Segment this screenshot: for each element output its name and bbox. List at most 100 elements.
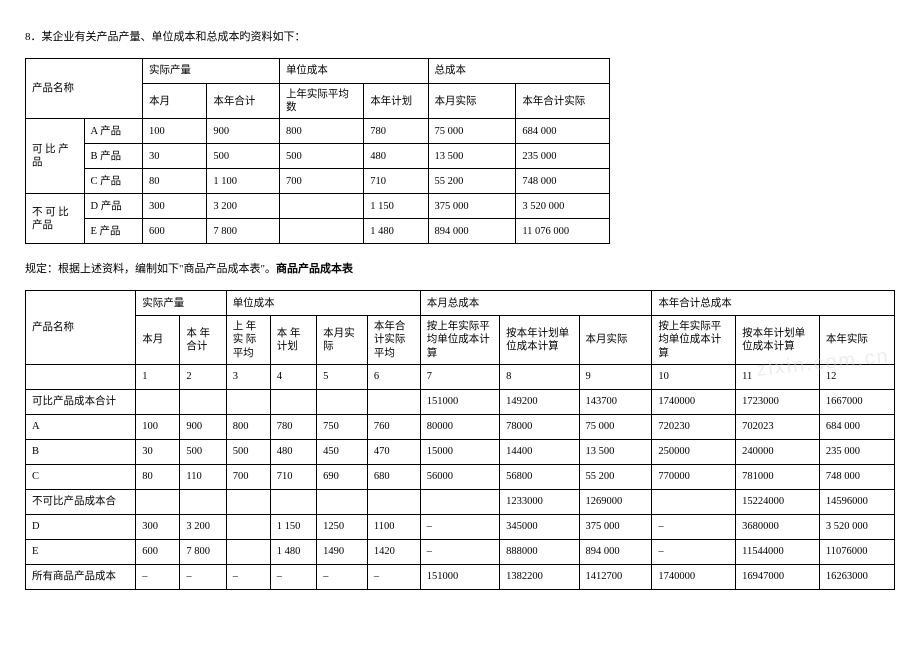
- t2-cell: [367, 489, 420, 514]
- t2-cell: 888000: [500, 539, 579, 564]
- t2-cell: 600: [136, 539, 180, 564]
- t2-cell: 680: [367, 464, 420, 489]
- t2-cell: 710: [270, 464, 316, 489]
- t2-cell: 15224000: [736, 489, 820, 514]
- t2-cell: 110: [180, 464, 226, 489]
- t2-cell: 75 000: [579, 414, 652, 439]
- t1-cell: 684 000: [516, 119, 610, 144]
- t2-cell: 235 000: [819, 439, 894, 464]
- t2-row-name: B: [26, 439, 136, 464]
- table-row: 不可比产品成本合123300012690001522400014596000: [26, 489, 895, 514]
- t2-cell: 1412700: [579, 564, 652, 589]
- t1-h-total-cost: 总成本: [428, 59, 609, 84]
- instruction-text: 规定：根据上述资料，编制如下"商品产品成本表"。: [25, 263, 276, 275]
- t2-h-this-month: 本月: [136, 316, 180, 364]
- t1-h-last-year-avg: 上年实际平均数: [279, 84, 363, 119]
- t2-cell: 750: [317, 414, 368, 439]
- t2-idx: 6: [367, 364, 420, 389]
- table-row: E6007 8001 48014901420–888000894 000–115…: [26, 539, 895, 564]
- t2-cell: 250000: [652, 439, 736, 464]
- t2-idx: 4: [270, 364, 316, 389]
- t1-cell: 480: [364, 144, 428, 169]
- t2-cell: 151000: [420, 389, 499, 414]
- t2-h-year-total: 本 年合计: [180, 316, 226, 364]
- t2-cell: [180, 389, 226, 414]
- t1-cell: 7 800: [207, 219, 280, 244]
- t2-cell: –: [317, 564, 368, 589]
- t2-h-actual-output: 实际产量: [136, 291, 226, 316]
- t2-h-by-plan-unit: 按本年计划单位成本计算: [500, 316, 579, 364]
- t2-cell: 500: [180, 439, 226, 464]
- t2-row-name: C: [26, 464, 136, 489]
- t2-cell: [226, 539, 270, 564]
- t2-cell: 690: [317, 464, 368, 489]
- t2-idx: 10: [652, 364, 736, 389]
- t2-h-tm-actual: 本月实际: [317, 316, 368, 364]
- t2-cell: 770000: [652, 464, 736, 489]
- t2-cell: –: [270, 564, 316, 589]
- t2-cell: 1740000: [652, 389, 736, 414]
- t2-cell: 143700: [579, 389, 652, 414]
- t2-row-name: E: [26, 539, 136, 564]
- t2-h-yt-total: 本年合计总成本: [652, 291, 895, 316]
- t1-h-actual-output: 实际产量: [143, 59, 280, 84]
- t1-h-yt-actual: 本年合计实际: [516, 84, 610, 119]
- t2-cell: 700: [226, 464, 270, 489]
- t1-h-unit-cost: 单位成本: [279, 59, 428, 84]
- t2-cell: 781000: [736, 464, 820, 489]
- t2-cell: –: [367, 564, 420, 589]
- t1-cell: 235 000: [516, 144, 610, 169]
- t2-row-name: 可比产品成本合计: [26, 389, 136, 414]
- t2-h-ly-actual-avg: 上 年实 际平均: [226, 316, 270, 364]
- t1-cell: E 产品: [84, 219, 143, 244]
- t1-h-product-name: 产品名称: [26, 59, 143, 119]
- t2-cell: [226, 489, 270, 514]
- t2-cell: 800: [226, 414, 270, 439]
- t2-cell: [270, 489, 316, 514]
- t1-cell: 500: [207, 144, 280, 169]
- t2-h-product-name: 产品名称: [26, 291, 136, 364]
- t1-cell: 1 480: [364, 219, 428, 244]
- table-title: 商品产品成本表: [276, 263, 353, 275]
- t1-cell: 1 150: [364, 194, 428, 219]
- t1-group1: 可 比 产品: [26, 119, 85, 194]
- t2-cell: [226, 389, 270, 414]
- t2-cell: 16947000: [736, 564, 820, 589]
- t2-cell: 80000: [420, 414, 499, 439]
- t1-cell: 11 076 000: [516, 219, 610, 244]
- t2-idx: 12: [819, 364, 894, 389]
- t2-cell: 16263000: [819, 564, 894, 589]
- table-row: B30500500480450470150001440013 500250000…: [26, 439, 895, 464]
- t1-cell: 700: [279, 169, 363, 194]
- t2-h-yt-actual-avg: 本年合计实际平均: [367, 316, 420, 364]
- t2-cell: [652, 489, 736, 514]
- t2-cell: 1723000: [736, 389, 820, 414]
- t2-cell: 100: [136, 414, 180, 439]
- t1-cell: 100: [143, 119, 207, 144]
- t2-cell: 748 000: [819, 464, 894, 489]
- t2-h-by-ly-avg-unit: 按上年实际平均单位成本计算: [420, 316, 499, 364]
- t2-cell: –: [652, 514, 736, 539]
- t2-cell: [136, 389, 180, 414]
- t2-cell: 13 500: [579, 439, 652, 464]
- t2-cell: 56000: [420, 464, 499, 489]
- t1-cell: 300: [143, 194, 207, 219]
- t1-cell: 900: [207, 119, 280, 144]
- t2-h-by-ly-avg-unit2: 按上年实际平均单位成本计算: [652, 316, 736, 364]
- t2-cell: 14596000: [819, 489, 894, 514]
- t2-cell: 720230: [652, 414, 736, 439]
- t1-group2: 不 可 比产品: [26, 194, 85, 244]
- t2-cell: 3680000: [736, 514, 820, 539]
- t1-cell: 13 500: [428, 144, 516, 169]
- t2-cell: [180, 489, 226, 514]
- t2-h-year-actual: 本年实际: [819, 316, 894, 364]
- t1-cell: 3 200: [207, 194, 280, 219]
- t1-cell: 375 000: [428, 194, 516, 219]
- t2-cell: 80: [136, 464, 180, 489]
- t2-cell: 684 000: [819, 414, 894, 439]
- t1-h-tm-actual: 本月实际: [428, 84, 516, 119]
- t2-cell: 760: [367, 414, 420, 439]
- t2-h-by-plan-unit2: 按本年计划单位成本计算: [736, 316, 820, 364]
- t2-cell: 470: [367, 439, 420, 464]
- t1-cell: 75 000: [428, 119, 516, 144]
